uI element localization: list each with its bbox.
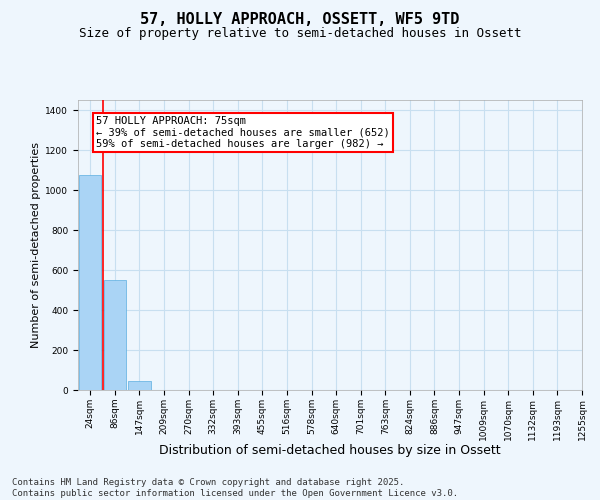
X-axis label: Distribution of semi-detached houses by size in Ossett: Distribution of semi-detached houses by …: [159, 444, 501, 457]
Bar: [128, 381, 151, 390]
Text: 57 HOLLY APPROACH: 75sqm
← 39% of semi-detached houses are smaller (652)
59% of : 57 HOLLY APPROACH: 75sqm ← 39% of semi-d…: [96, 116, 389, 149]
Text: Contains HM Land Registry data © Crown copyright and database right 2025.
Contai: Contains HM Land Registry data © Crown c…: [12, 478, 458, 498]
Bar: [79, 175, 101, 390]
Bar: [104, 280, 126, 390]
Text: 57, HOLLY APPROACH, OSSETT, WF5 9TD: 57, HOLLY APPROACH, OSSETT, WF5 9TD: [140, 12, 460, 28]
Text: Size of property relative to semi-detached houses in Ossett: Size of property relative to semi-detach…: [79, 28, 521, 40]
Y-axis label: Number of semi-detached properties: Number of semi-detached properties: [31, 142, 41, 348]
